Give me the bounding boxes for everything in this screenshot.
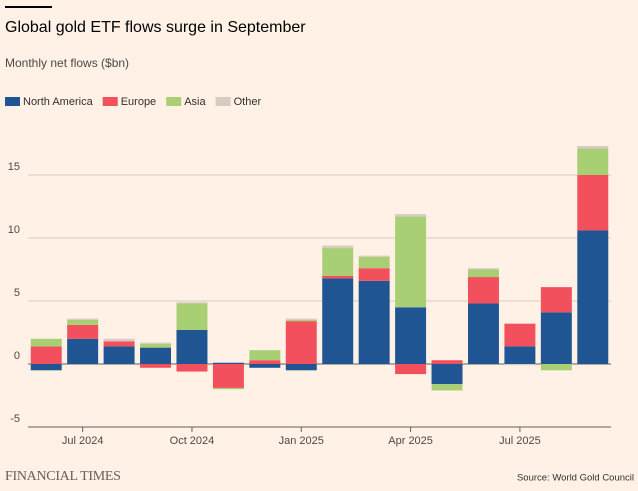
y-tick-label: -5 — [10, 413, 20, 425]
bar-segment — [540, 364, 572, 371]
bar-segment — [467, 303, 499, 364]
bar-segment — [467, 269, 499, 278]
x-tick-label: Oct 2024 — [170, 435, 215, 447]
bar-segment — [577, 175, 609, 231]
legend-swatch — [166, 97, 182, 106]
bar-segment — [504, 346, 536, 364]
bar-segment — [467, 268, 499, 270]
bar-segment — [103, 341, 135, 347]
y-tick-label: 5 — [14, 287, 20, 299]
bar-segment — [103, 346, 135, 364]
bar-segment — [577, 146, 609, 149]
bar-segment — [395, 364, 427, 375]
legend-swatch — [215, 97, 231, 106]
bar-segment — [358, 255, 390, 257]
legend-label: Europe — [121, 96, 156, 108]
bar-segment — [176, 303, 208, 330]
chart-subtitle: Monthly net flows ($bn) — [5, 56, 129, 70]
bar-segment — [577, 230, 609, 364]
legend-label: Other — [234, 96, 262, 108]
bar-segment — [431, 360, 463, 364]
legend-swatch — [5, 97, 20, 106]
bar-segment — [322, 248, 354, 276]
bar-segment — [577, 148, 609, 175]
bar-segment — [467, 277, 499, 304]
bar-segment — [249, 360, 281, 364]
bar-segment — [176, 302, 208, 304]
bar-segment — [212, 364, 244, 388]
bar-segment — [322, 275, 354, 279]
bar-segment — [176, 364, 208, 372]
bar-segment — [140, 343, 172, 348]
bar-segment — [358, 256, 390, 269]
bar-segment — [67, 324, 99, 339]
bar-segment — [67, 319, 99, 325]
bar-segment — [431, 364, 463, 385]
bar-segment — [395, 307, 427, 364]
source: Source: World Gold Council — [517, 473, 634, 484]
legend-label: North America — [23, 96, 94, 108]
bar-segment — [140, 347, 172, 364]
bar-segment — [322, 278, 354, 364]
bar-segment — [67, 318, 99, 320]
bar-segment — [30, 364, 62, 371]
chart-title: Global gold ETF flows surge in September — [5, 19, 306, 36]
bar-segment — [540, 312, 572, 364]
x-tick-label: Jul 2024 — [62, 435, 104, 447]
bar-segment — [395, 214, 427, 217]
x-tick-label: Apr 2025 — [388, 435, 433, 447]
bar-segment — [140, 342, 172, 344]
bar-segment — [358, 268, 390, 281]
publisher: FINANCIAL TIMES — [5, 469, 121, 484]
bar-segment — [358, 280, 390, 364]
bar-segment — [504, 323, 536, 347]
bar-segment — [285, 321, 317, 364]
x-tick-label: Jul 2025 — [499, 435, 541, 447]
bar-segment — [176, 329, 208, 364]
bar-segment — [212, 387, 244, 390]
y-tick-label: 10 — [8, 224, 20, 236]
bar-segment — [504, 364, 536, 366]
bar-segment — [285, 364, 317, 371]
bar-segment — [249, 350, 281, 361]
bar-segment — [249, 364, 281, 368]
bar-segment — [212, 362, 244, 364]
bar-segment — [322, 245, 354, 249]
bar-segment — [395, 216, 427, 308]
brand-bar — [5, 6, 52, 8]
bar-segment — [540, 287, 572, 313]
bar-segment — [285, 319, 317, 322]
bar-segment — [103, 338, 135, 342]
bar-segment — [285, 318, 317, 320]
bar-segment — [30, 346, 62, 364]
bar-segment — [67, 338, 99, 364]
bar-segment — [30, 338, 62, 347]
bar-segment — [140, 364, 172, 368]
x-tick-label: Jan 2025 — [279, 435, 324, 447]
legend-swatch — [102, 97, 118, 106]
y-tick-label: 15 — [8, 161, 20, 173]
y-tick-label: 0 — [14, 350, 20, 362]
legend-label: Asia — [184, 96, 206, 108]
bar-segment — [431, 384, 463, 391]
